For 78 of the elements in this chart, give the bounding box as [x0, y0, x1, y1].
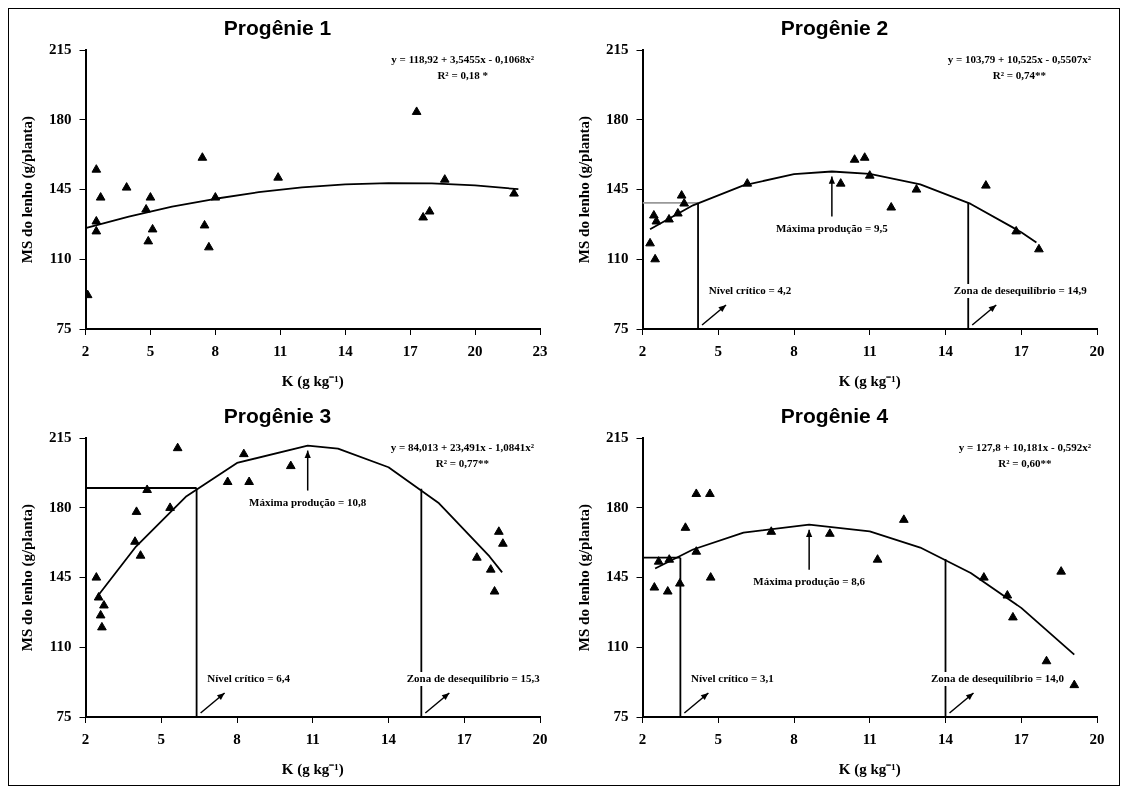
- x-tick-label: 5: [157, 730, 165, 747]
- x-tick-label: 8: [211, 342, 220, 359]
- x-tick-label: 2: [638, 730, 647, 747]
- x-tick-label: 14: [337, 342, 354, 359]
- annotation: R² = 0,18 *: [437, 69, 489, 82]
- annotation: R² = 0,77**: [435, 457, 490, 470]
- x-tick-label: 20: [467, 342, 483, 359]
- x-tick-label: 8: [233, 730, 241, 747]
- y-tick-label: 110: [606, 250, 629, 267]
- annotation: Nível crítico = 6,4: [207, 671, 291, 684]
- x-axis-title: K (g kg⁻¹): [281, 372, 344, 390]
- annotation: y = 118,92 + 3,5455x - 0,1068x²: [391, 53, 535, 66]
- y-tick-label: 215: [49, 429, 72, 446]
- x-tick-label: 14: [381, 730, 397, 747]
- y-tick-label: 215: [606, 429, 629, 446]
- y-axis-title: MS do lenho (g/planta): [575, 116, 593, 264]
- y-axis-title: MS do lenho (g/planta): [18, 504, 36, 652]
- x-tick-label: 14: [938, 342, 954, 359]
- chart-title: Progênie 3: [223, 404, 332, 428]
- x-tick-label: 11: [862, 730, 877, 747]
- y-tick-label: 145: [606, 568, 629, 585]
- y-tick-label: 110: [49, 250, 72, 267]
- annotation: y = 103,79 + 10,525x - 0,5507x²: [947, 53, 1092, 66]
- y-tick-label: 110: [49, 638, 72, 655]
- annotation: Nível crítico = 3,1: [691, 671, 774, 684]
- annotation: R² = 0,74**: [992, 69, 1047, 82]
- x-tick-label: 14: [938, 730, 954, 747]
- annotation: Máxima produção = 9,5: [775, 222, 889, 235]
- y-tick-label: 145: [49, 180, 72, 197]
- x-axis-title: K (g kg⁻¹): [281, 760, 344, 778]
- annotation: Máxima produção = 8,6: [753, 575, 866, 588]
- x-tick-label: 20: [532, 730, 548, 747]
- x-axis-title: K (g kg⁻¹): [838, 760, 901, 778]
- annotation: Nível crítico = 4,2: [708, 283, 792, 296]
- y-tick-label: 145: [606, 180, 629, 197]
- y-tick-label: 180: [49, 498, 72, 515]
- y-tick-label: 215: [49, 41, 72, 58]
- x-tick-label: 20: [1089, 730, 1105, 747]
- y-axis-title: MS do lenho (g/planta): [575, 504, 593, 652]
- chart-title: Progênie 4: [780, 404, 889, 428]
- annotation: y = 127,8 + 10,181x - 0,592x²: [958, 441, 1092, 454]
- annotation: R² = 0,60**: [998, 457, 1052, 470]
- annotation: Zona de desequilíbrio = 14,0: [930, 671, 1065, 684]
- x-tick-label: 11: [273, 342, 288, 359]
- x-tick-label: 8: [790, 730, 798, 747]
- x-tick-label: 2: [81, 730, 90, 747]
- x-axis-title: K (g kg⁻¹): [838, 372, 901, 390]
- y-axis-title: MS do lenho (g/planta): [18, 116, 36, 264]
- y-tick-label: 75: [613, 319, 629, 336]
- y-tick-label: 180: [49, 110, 72, 127]
- x-tick-label: 17: [1013, 342, 1030, 359]
- y-tick-label: 75: [56, 707, 72, 724]
- x-tick-label: 17: [1013, 730, 1030, 747]
- chart-title: Progênie 1: [223, 16, 332, 40]
- y-tick-label: 75: [56, 319, 72, 336]
- x-tick-label: 8: [790, 342, 798, 359]
- x-tick-label: 20: [1089, 342, 1105, 359]
- y-tick-label: 110: [606, 638, 629, 655]
- annotation: Zona de desequilíbrio = 14,9: [953, 283, 1088, 296]
- y-tick-label: 215: [606, 41, 629, 58]
- annotation: Máxima produção = 10,8: [249, 496, 367, 509]
- x-tick-label: 17: [456, 730, 473, 747]
- chart-title: Progênie 2: [780, 16, 889, 40]
- x-tick-label: 17: [402, 342, 419, 359]
- y-tick-label: 180: [606, 110, 629, 127]
- y-tick-label: 180: [606, 498, 629, 515]
- y-tick-label: 145: [49, 568, 72, 585]
- x-tick-label: 11: [862, 342, 877, 359]
- x-tick-label: 2: [81, 342, 90, 359]
- x-tick-label: 5: [714, 730, 722, 747]
- annotation: Zona de desequilíbrio = 15,3: [406, 671, 541, 684]
- x-tick-label: 11: [305, 730, 320, 747]
- x-tick-label: 23: [532, 342, 548, 359]
- x-tick-label: 5: [146, 342, 155, 359]
- annotation: y = 84,013 + 23,491x - 1,0841x²: [390, 441, 535, 454]
- y-tick-label: 75: [613, 707, 629, 724]
- x-tick-label: 5: [714, 342, 722, 359]
- x-tick-label: 2: [638, 342, 647, 359]
